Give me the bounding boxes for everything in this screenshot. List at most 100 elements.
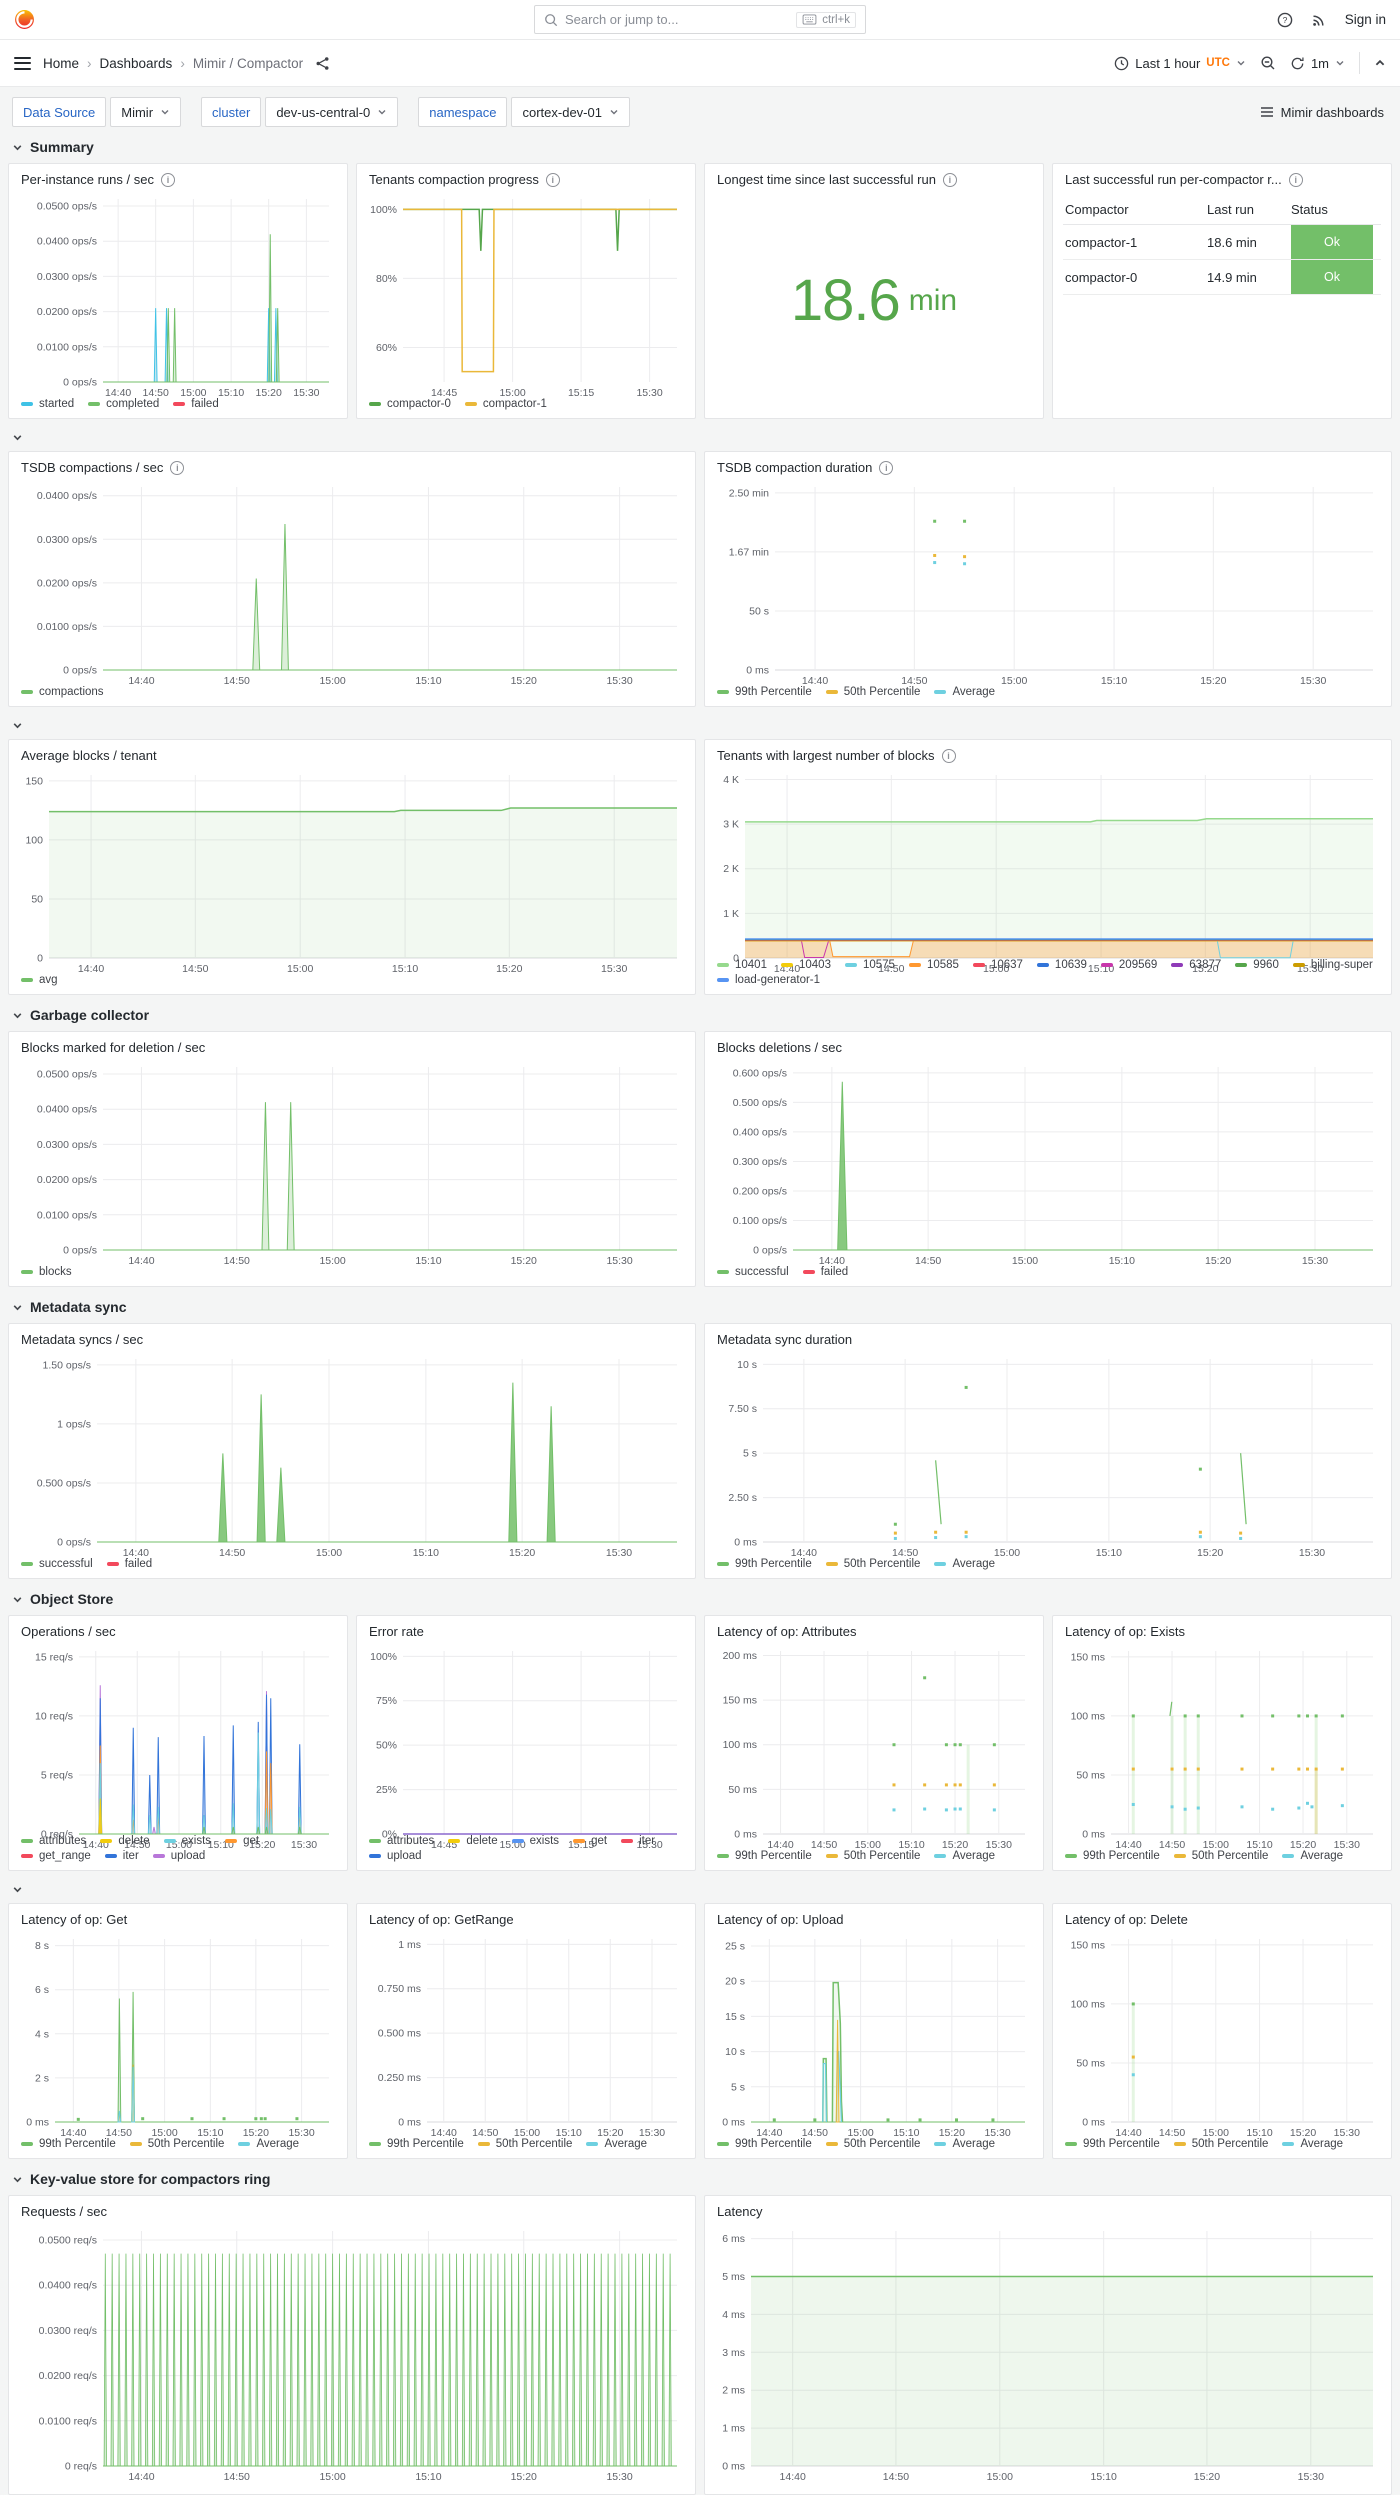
legend-item[interactable]: attributes [21,1835,86,1847]
legend-item[interactable]: successful [21,1558,93,1570]
legend-item[interactable]: blocks [21,1266,72,1278]
legend-item[interactable]: delete [100,1835,150,1847]
column-header[interactable]: Last run [1205,195,1289,225]
time-series-chart[interactable]: 6 ms 5 ms 4 ms 3 ms 2 ms 1 ms 0 ms 14:40 14:50 15… [715,2223,1381,2486]
breadcrumb-dashboards[interactable]: Dashboards [99,55,173,71]
legend-item[interactable]: 9960 [1235,959,1279,971]
panel-title[interactable]: Average blocks / tenant [21,748,157,763]
panel-title[interactable]: Metadata sync duration [717,1332,853,1347]
legend-item[interactable]: 99th Percentile [1065,2138,1160,2150]
legend-item[interactable]: get [225,1835,259,1847]
menu-icon[interactable] [14,56,31,70]
info-icon[interactable]: i [941,748,956,763]
panel-title[interactable]: Latency of op: Exists [1065,1624,1185,1639]
legend-item[interactable]: 10637 [972,959,1023,971]
row-collapse-toggle[interactable] [12,1881,1388,1897]
legend-item[interactable]: failed [106,1558,152,1570]
panel-title[interactable]: Requests / sec [21,2204,107,2219]
time-series-chart[interactable]: 200 ms 150 ms 100 ms 50 ms 0 ms 14:40 14:50 15:… [715,1643,1033,1851]
help-icon[interactable]: ? [1277,12,1293,28]
sign-in-button[interactable]: Sign in [1344,12,1386,27]
news-icon[interactable] [1311,12,1327,28]
datasource-select[interactable]: Mimir [110,97,182,127]
time-series-chart[interactable]: 100% 80% 60% 14:45 15:00 15:15 15:30 [367,191,685,399]
search-input[interactable]: Search or jump to... ctrl+k [534,5,866,34]
panel-title[interactable]: Latency of op: Attributes [717,1624,857,1639]
legend-item[interactable]: load-generator-1 [717,974,820,986]
legend-item[interactable]: failed [173,398,219,410]
legend-item[interactable]: 50th Percentile [825,1850,920,1862]
legend-item[interactable]: Average [238,2138,299,2150]
legend-item[interactable]: Average [1282,1850,1343,1862]
legend-item[interactable]: 10401 [717,959,767,971]
panel-title[interactable]: Last successful run per-compactor r... [1065,172,1282,187]
legend-item[interactable]: 10403 [780,959,831,971]
legend-item[interactable]: 50th Percentile [825,686,920,698]
panel-title[interactable]: Error rate [369,1624,424,1639]
legend-item[interactable]: 209569 [1100,959,1157,971]
panel-title[interactable]: Per-instance runs / sec [21,172,154,187]
time-series-chart[interactable]: 25 s 20 s 15 s 10 s 5 s 0 ms 14:40 14:50 15:00 15… [715,1931,1033,2139]
panel-title[interactable]: Latency of op: Delete [1065,1912,1188,1927]
time-series-chart[interactable]: 15 req/s 10 req/s 5 req/s 0 req/s 14:40 14:50… [19,1643,337,1851]
section-summary[interactable]: Summary [12,139,1388,155]
time-series-chart[interactable]: 0.0500 req/s 0.0400 req/s 0.0300 req/s 0.02… [19,2223,685,2486]
panel-title[interactable]: Latency [717,2204,763,2219]
info-icon[interactable]: i [1288,172,1303,187]
legend-item[interactable]: started [21,398,74,410]
legend-item[interactable]: compactor-1 [464,398,547,410]
section-kv-store[interactable]: Key-value store for compactors ring [12,2171,1388,2187]
time-series-chart[interactable]: 150 ms 100 ms 50 ms 0 ms 14:40 14:50 15:00 15:1… [1063,1643,1381,1851]
refresh-picker[interactable]: 1m [1290,56,1345,71]
legend-item[interactable]: 50th Percentile [1173,1850,1268,1862]
time-range-picker[interactable]: Last 1 hour UTC [1114,56,1246,71]
legend-item[interactable]: successful [717,1266,789,1278]
legend-item[interactable]: billing-super [1292,959,1373,971]
legend-item[interactable]: 50th Percentile [825,2138,920,2150]
legend-item[interactable]: 99th Percentile [717,686,812,698]
legend-item[interactable]: iter [621,1835,655,1847]
legend-item[interactable]: upload [369,1850,422,1862]
section-object-store[interactable]: Object Store [12,1591,1388,1607]
legend-item[interactable]: avg [21,974,58,986]
cluster-select[interactable]: dev-us-central-0 [265,97,399,127]
zoom-out-icon[interactable] [1260,55,1276,71]
section-garbage-collector[interactable]: Garbage collector [12,1007,1388,1023]
panel-title[interactable]: Tenants with largest number of blocks [717,748,935,763]
time-series-chart[interactable]: 0.0500 ops/s 0.0400 ops/s 0.0300 ops/s 0.02… [19,1059,685,1267]
legend-item[interactable]: Average [934,1850,995,1862]
legend-item[interactable]: 99th Percentile [717,1850,812,1862]
legend-item[interactable]: upload [152,1850,205,1862]
legend-item[interactable]: Average [934,1558,995,1570]
grafana-logo[interactable] [14,9,35,30]
panel-title[interactable]: Longest time since last successful run [717,172,936,187]
legend-item[interactable]: 99th Percentile [369,2138,464,2150]
legend-item[interactable]: Average [586,2138,647,2150]
panel-title[interactable]: Blocks marked for deletion / sec [21,1040,206,1055]
legend-item[interactable]: delete [448,1835,498,1847]
legend-item[interactable]: completed [88,398,159,410]
column-header[interactable]: Status [1289,195,1381,225]
info-icon[interactable]: i [879,460,894,475]
info-icon[interactable]: i [545,172,560,187]
mimir-dashboards-button[interactable]: Mimir dashboards [1260,105,1384,120]
legend-item[interactable]: iter [104,1850,139,1862]
legend-item[interactable]: get [573,1835,607,1847]
legend-item[interactable]: 10639 [1036,959,1087,971]
legend-item[interactable]: 99th Percentile [21,2138,116,2150]
legend-item[interactable]: 50th Percentile [825,1558,920,1570]
time-series-chart[interactable]: 2.50 min 1.67 min 50 s 0 ms 14:40 14:50 15:00 1… [715,479,1381,687]
namespace-select[interactable]: cortex-dev-01 [511,97,630,127]
panel-title[interactable]: Metadata syncs / sec [21,1332,144,1347]
info-icon[interactable]: i [170,460,185,475]
time-series-chart[interactable]: 10 s 7.50 s 5 s 2.50 s 0 ms 14:40 14:50 15:00 15… [715,1351,1381,1559]
share-icon[interactable] [315,56,330,71]
legend-item[interactable]: compactions [21,686,104,698]
legend-item[interactable]: 50th Percentile [1173,2138,1268,2150]
row-collapse-toggle[interactable] [12,717,1388,733]
row-collapse-toggle[interactable] [12,429,1388,445]
legend-item[interactable]: 99th Percentile [717,2138,812,2150]
legend-item[interactable]: 10585 [908,959,959,971]
time-series-chart[interactable]: 8 s 6 s 4 s 2 s 0 ms 14:40 14:50 15:00 15:10 15:2… [19,1931,337,2139]
